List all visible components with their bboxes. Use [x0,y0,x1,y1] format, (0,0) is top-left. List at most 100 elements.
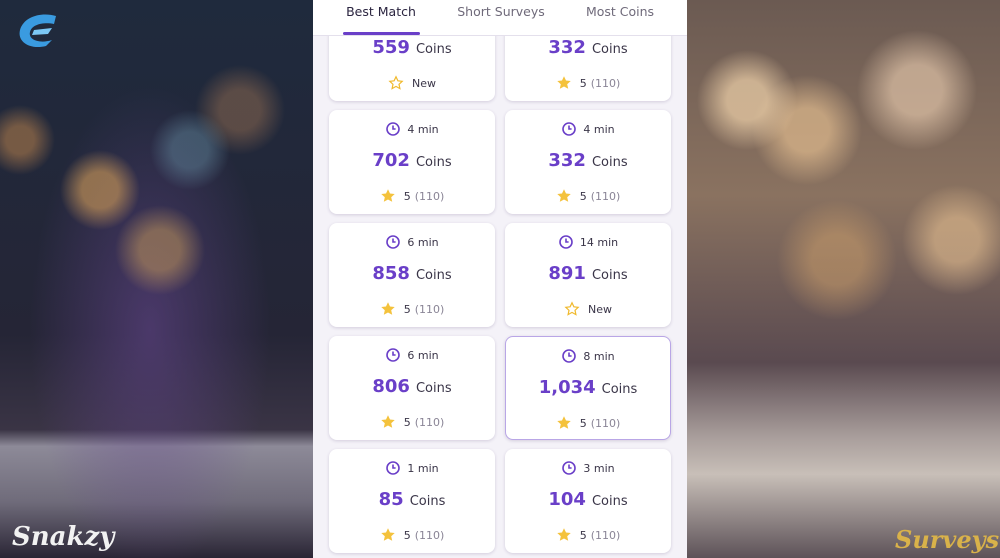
coin-amount: 332 [548,150,586,171]
clock-icon [562,461,577,475]
rating-value: 5 [403,302,411,316]
coin-amount: 806 [372,376,410,397]
coin-amount: 858 [372,263,410,284]
coin-unit: Coins [591,494,628,509]
coin-unit: Coins [601,382,638,397]
duration: 6 min [329,234,495,250]
coin-unit: Coins [591,268,628,283]
rating-count: (110) [590,416,621,430]
background-left [0,0,313,558]
rating: 5 (110) [506,415,670,431]
duration: 3 min [505,460,671,476]
star-icon [557,189,571,202]
rating-text: 5 (110) [404,190,445,203]
duration-text: 4 min [583,122,615,136]
tab-bar: Best Match Short Surveys Most Coins [313,0,687,36]
clock-icon [562,122,577,136]
survey-panel: Best Match Short Surveys Most Coins 559 Coi… [313,0,687,558]
tab-underline [343,32,420,35]
survey-card[interactable]: 4 min 702 Coins 5 (110) [329,110,495,214]
rating-count: (110) [414,302,445,316]
coin-unit: Coins [591,42,628,57]
rating-text: New [588,303,612,316]
duration: 4 min [505,121,671,137]
star-icon [388,75,404,90]
rating: 5 (110) [329,301,495,317]
star-icon [557,416,571,429]
survey-card[interactable]: 3 min 104 Coins 5 (110) [505,449,671,553]
coin-amount: 702 [372,150,410,171]
coin-amount: 332 [548,37,586,58]
coin-amount: 1,034 [538,377,596,398]
duration: 4 min [329,121,495,137]
rating: New [329,75,495,91]
rating: 5 (110) [329,414,495,430]
rating-text: 5 (110) [580,77,621,90]
tab[interactable]: Short Surveys [457,4,545,19]
tab[interactable]: Most Coins [585,4,655,19]
background-right [687,0,1000,558]
rating-value: 5 [403,528,411,542]
duration-text: 8 min [583,349,615,363]
duration: 8 min [506,348,670,364]
star-icon [381,415,395,428]
rating-value: New [588,302,612,316]
coin-unit: Coins [415,42,452,57]
rating: 5 (110) [505,527,671,543]
clock-icon [559,235,573,249]
duration: 1 min [329,460,495,476]
rating-count: (110) [590,189,621,203]
duration: 14 min [505,234,671,250]
duration-text: 3 min [583,461,615,475]
coin-unit: Coins [409,494,446,509]
rating-count: (110) [414,189,445,203]
coin-amount: 85 [378,489,404,510]
clock-icon [386,235,401,249]
clock-icon [562,349,577,363]
survey-card[interactable]: 1 min 85 Coins 5 (110) [329,449,495,553]
brand-left: Snakzy [12,522,115,552]
rating-value: 5 [579,416,587,430]
rating-count: (110) [590,528,621,542]
rating-text: 5 (110) [404,303,445,316]
survey-card[interactable]: 14 min 891 Coins New [505,223,671,327]
rating-value: 5 [579,528,587,542]
rating: 5 (110) [505,75,671,91]
star-icon [564,301,580,316]
rating-value: 5 [403,189,411,203]
coin-amount: 891 [548,263,586,284]
rating-count: (110) [414,415,445,429]
duration-text: 6 min [407,348,439,362]
duration-text: 6 min [407,235,439,249]
duration-text: 4 min [407,122,439,136]
reward: 858 Coins [329,263,495,284]
duration: 6 min [329,347,495,363]
logo [19,14,56,48]
rating-value: 5 [579,76,587,90]
survey-card[interactable]: 6 min 858 Coins 5 (110) [329,223,495,327]
star-icon [557,528,571,541]
rating-value: 5 [403,415,411,429]
duration-text: 1 min [407,461,439,475]
rating-text: 5 (110) [580,529,621,542]
coin-amount: 104 [548,489,586,510]
clock-icon [386,122,401,136]
rating: 5 (110) [329,527,495,543]
brand-right: Surveys [895,525,1000,554]
rating-value: 5 [579,189,587,203]
rating: 5 (110) [329,188,495,204]
coin-unit: Coins [415,155,452,170]
rating-text: 5 (110) [404,416,445,429]
survey-card[interactable]: 6 min 806 Coins 5 (110) [329,336,495,440]
survey-card[interactable]: 4 min 332 Coins 5 (110) [505,110,671,214]
tab[interactable]: Best Match [346,4,416,19]
coin-unit: Coins [415,381,452,396]
coin-unit: Coins [591,155,628,170]
rating-text: 5 (110) [580,190,621,203]
survey-card[interactable]: 8 min 1,034 Coins 5 (110) [505,336,671,440]
reward: 806 Coins [329,376,495,397]
star-icon [381,302,395,315]
rating-text: New [412,77,436,90]
rating-count: (110) [590,76,621,90]
